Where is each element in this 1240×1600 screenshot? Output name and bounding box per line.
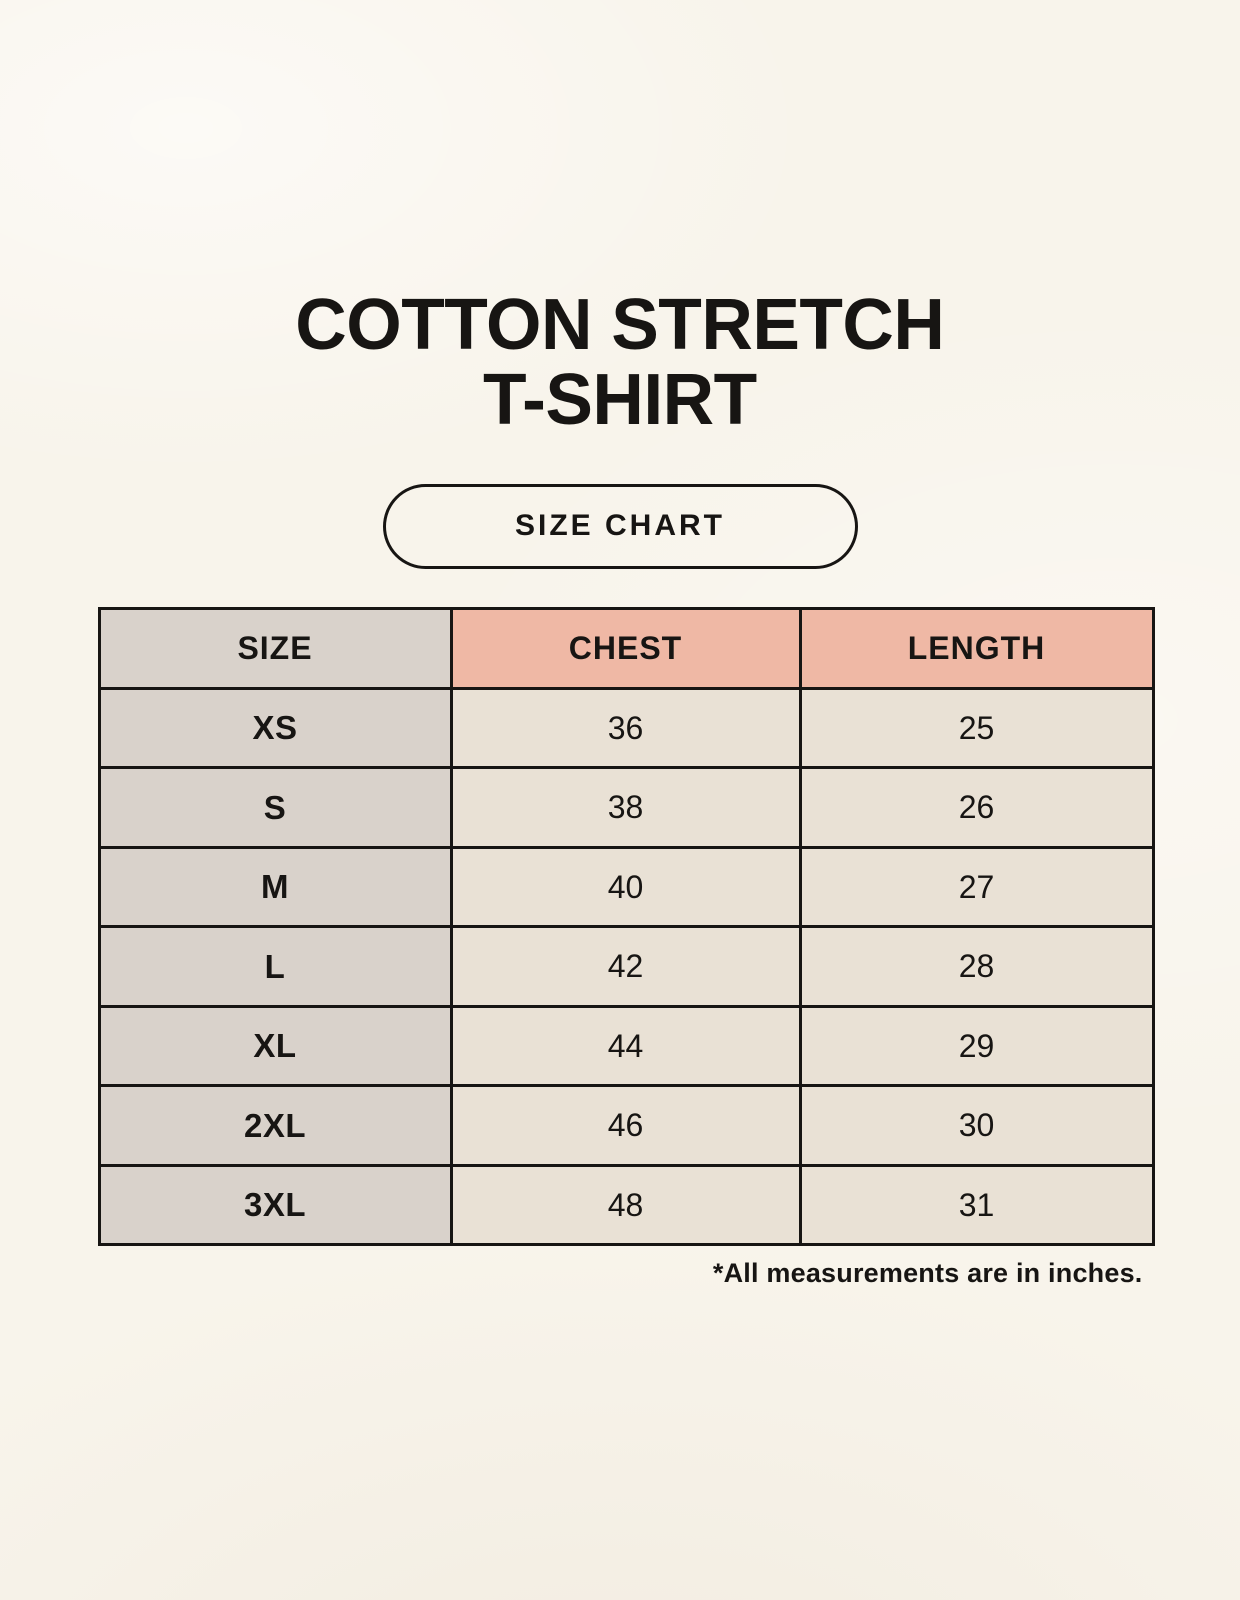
length-cell: 26 bbox=[798, 766, 1155, 849]
size-cell: M bbox=[97, 845, 453, 929]
chest-cell: 44 bbox=[449, 1004, 802, 1088]
page-title: COTTON STRETCH T-SHIRT bbox=[295, 285, 945, 440]
length-cell: 29 bbox=[798, 1004, 1155, 1088]
size-cell: 2XL bbox=[97, 1084, 453, 1167]
size-cell: XL bbox=[97, 1004, 453, 1088]
length-cell: 28 bbox=[798, 925, 1155, 1008]
chest-cell: 48 bbox=[449, 1163, 802, 1247]
length-cell: 25 bbox=[798, 686, 1155, 770]
table-row-s: S 38 26 bbox=[97, 766, 1155, 849]
table-row-l: L 42 28 bbox=[97, 925, 1155, 1008]
size-cell: S bbox=[97, 766, 453, 849]
size-cell: 3XL bbox=[97, 1163, 453, 1247]
size-cell: L bbox=[97, 925, 453, 1008]
measurements-footnote: *All measurements are in inches. bbox=[712, 1258, 1143, 1289]
length-cell: 30 bbox=[798, 1084, 1155, 1167]
length-cell: 31 bbox=[798, 1163, 1155, 1247]
size-cell: XS bbox=[97, 686, 453, 770]
length-cell: 27 bbox=[798, 845, 1155, 929]
table-row-xl: XL 44 29 bbox=[97, 1004, 1155, 1088]
chest-cell: 40 bbox=[449, 845, 802, 929]
chest-cell: 38 bbox=[449, 766, 802, 849]
size-chart-badge-label: SIZE CHART bbox=[515, 509, 725, 543]
table-header-row: SIZE CHEST LENGTH bbox=[97, 606, 1155, 690]
table-row-3xl: 3XL 48 31 bbox=[97, 1163, 1155, 1247]
page-title-line2: T-SHIRT bbox=[483, 359, 757, 440]
table-row-m: M 40 27 bbox=[97, 845, 1155, 929]
table-row-2xl: 2XL 46 30 bbox=[97, 1084, 1155, 1167]
chest-cell: 46 bbox=[449, 1084, 802, 1167]
size-chart-badge: SIZE CHART bbox=[382, 483, 858, 569]
column-header-length: LENGTH bbox=[798, 606, 1155, 690]
chest-cell: 42 bbox=[449, 925, 802, 1008]
table-row-xs: XS 36 25 bbox=[97, 686, 1155, 770]
page-title-line1: COTTON STRETCH bbox=[295, 285, 945, 365]
chest-cell: 36 bbox=[449, 686, 802, 770]
size-chart-table-container: SIZE CHEST LENGTH XS 36 25 S 38 26 M bbox=[97, 606, 1155, 1290]
column-header-chest: CHEST bbox=[449, 606, 802, 690]
column-header-size: SIZE bbox=[97, 606, 453, 690]
size-chart-table: SIZE CHEST LENGTH XS 36 25 S 38 26 M bbox=[97, 606, 1155, 1247]
